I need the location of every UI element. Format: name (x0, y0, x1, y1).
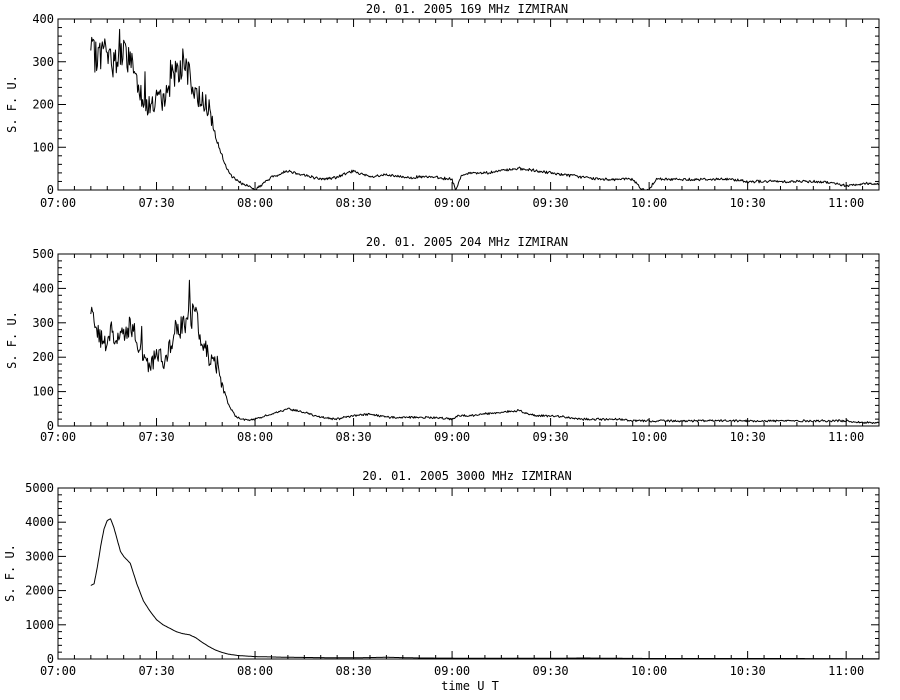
x-tick-label: 07:30 (138, 664, 174, 678)
axis-ticks-169mhz (57, 18, 880, 191)
x-tick-label: 09:30 (533, 196, 569, 210)
y-axis-label-204mhz: S. F. U. (5, 311, 19, 369)
y-tick-label: 100 (32, 140, 54, 154)
tick-labels-3000mhz: 07:00 07:30 08:00 08:30 09:00 09:30 10:00 10:30… (25, 481, 864, 678)
y-axis-label-169mhz: S. F. U. (5, 75, 19, 133)
y-axis-label-3000mhz: S. F. U. (3, 544, 17, 602)
chart-title-204mhz: 20. 01. 2005 204 MHz IZMIRAN (366, 235, 568, 249)
chart-panel-3000mhz: 20. 01. 2005 3000 MHz IZMIRAN S. F. U. 0… (3, 469, 880, 678)
y-tick-label: 100 (32, 385, 54, 399)
y-tick-label: 3000 (25, 549, 54, 563)
y-tick-label: 5000 (25, 481, 54, 495)
x-tick-label: 08:30 (335, 430, 371, 444)
x-tick-label: 11:00 (828, 196, 864, 210)
chart-panel-169mhz: 20. 01. 2005 169 MHz IZMIRAN S. F. U. 07… (5, 2, 880, 210)
x-tick-label: 09:00 (434, 196, 470, 210)
y-tick-label: 400 (32, 281, 54, 295)
chart-title-169mhz: 20. 01. 2005 169 MHz IZMIRAN (366, 2, 568, 16)
y-tick-label: 0 (47, 652, 54, 666)
y-tick-label: 4000 (25, 515, 54, 529)
x-tick-label: 10:30 (730, 196, 766, 210)
x-tick-label: 07:00 (40, 430, 76, 444)
x-tick-label: 10:00 (631, 430, 667, 444)
axis-ticks-204mhz (57, 253, 880, 427)
y-tick-label: 300 (32, 55, 54, 69)
y-tick-label: 1000 (25, 618, 54, 632)
x-tick-label: 10:00 (631, 196, 667, 210)
chart-title-3000mhz: 20. 01. 2005 3000 MHz IZMIRAN (362, 469, 572, 483)
tick-labels-204mhz: 07:00 07:30 08:00 08:30 09:00 09:30 10:00 10:30… (32, 247, 864, 444)
x-tick-label: 09:30 (533, 664, 569, 678)
x-tick-label: 08:30 (335, 664, 371, 678)
x-tick-label: 09:00 (434, 430, 470, 444)
y-tick-label: 200 (32, 350, 54, 364)
y-tick-label: 300 (32, 316, 54, 330)
x-tick-label: 07:00 (40, 664, 76, 678)
x-tick-label: 09:30 (533, 430, 569, 444)
y-tick-label: 200 (32, 98, 54, 112)
tick-labels-169mhz: 07:00 07:30 08:00 08:30 09:00 09:30 10:00 10:30… (32, 12, 864, 210)
x-tick-label: 08:00 (237, 664, 273, 678)
x-tick-label: 08:30 (335, 196, 371, 210)
flux-trace-204mhz (90, 279, 880, 424)
x-tick-label: 08:00 (237, 196, 273, 210)
y-tick-label: 400 (32, 12, 54, 26)
x-tick-label: 07:30 (138, 196, 174, 210)
flux-trace-3000mhz (90, 518, 879, 660)
plot-frame-204mhz (57, 253, 880, 427)
x-tick-label: 11:00 (828, 664, 864, 678)
y-tick-label: 0 (47, 183, 54, 197)
x-tick-label: 10:00 (631, 664, 667, 678)
x-tick-label: 10:30 (730, 430, 766, 444)
y-tick-label: 2000 (25, 584, 54, 598)
x-tick-label: 09:00 (434, 664, 470, 678)
chart-panel-204mhz: 20. 01. 2005 204 MHz IZMIRAN S. F. U. 07… (5, 235, 880, 444)
x-tick-label: 07:30 (138, 430, 174, 444)
x-tick-label: 08:00 (237, 430, 273, 444)
y-tick-label: 0 (47, 419, 54, 433)
x-tick-label: 10:30 (730, 664, 766, 678)
plot-frame-169mhz (57, 18, 880, 191)
flux-trace-169mhz (90, 28, 880, 191)
y-tick-label: 500 (32, 247, 54, 261)
x-tick-label: 07:00 (40, 196, 76, 210)
x-axis-label: time U T (441, 679, 499, 693)
x-tick-label: 11:00 (828, 430, 864, 444)
